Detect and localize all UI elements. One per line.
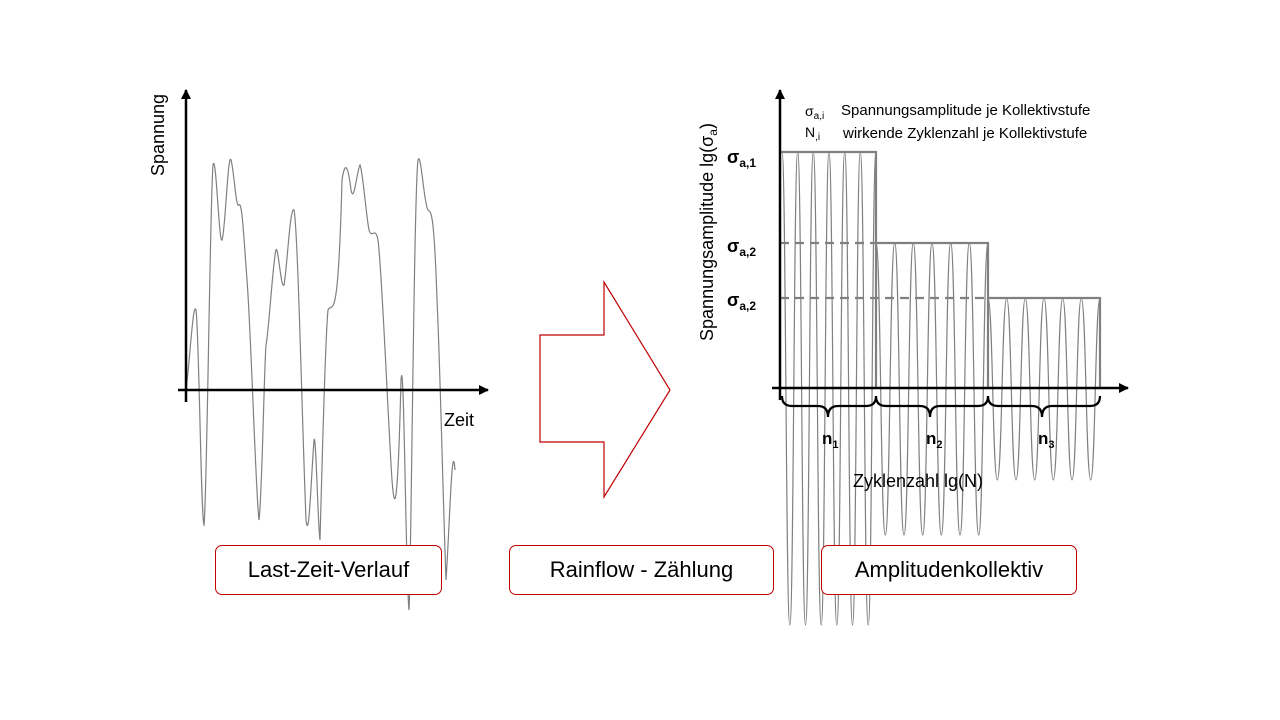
legend-symbol-sigma: σa,i [805, 103, 824, 122]
load-time-box: Last-Zeit-Verlauf [215, 545, 442, 595]
count-label-n1: n1 [822, 429, 839, 451]
amplitude-collective-plot: Spannungsamplitude lg(σa) σa,i Spannungs… [697, 89, 1129, 626]
left-y-label: Spannung [148, 94, 168, 176]
process-arrow [539, 279, 671, 500]
load-time-plot: Spannung Zeit [148, 89, 489, 611]
collective-steps [780, 150, 1102, 388]
level-label-1: σa,1 [727, 147, 756, 170]
step-outline [780, 150, 1102, 388]
brace-n1 [780, 395, 878, 418]
brace-n2 [874, 395, 990, 418]
legend-text-n: wirkende Zyklenzahl je Kollektivstufe [842, 125, 1087, 142]
legend-text-sigma: Spannungsamplitude je Kollektivstufe [841, 102, 1090, 119]
amplitude-collective-box-label: Amplitudenkollektiv [854, 557, 1044, 582]
rainflow-box: Rainflow - Zählung [509, 545, 774, 595]
brace-n3 [986, 395, 1102, 418]
amplitude-collective-box: Amplitudenkollektiv [821, 545, 1077, 595]
load-time-signal [185, 158, 456, 611]
count-label-n2: n2 [926, 429, 943, 451]
right-y-label: Spannungsamplitude lg(σa) [697, 123, 720, 341]
left-x-label: Zeit [444, 410, 474, 430]
rainflow-box-label: Rainflow - Zählung [549, 557, 734, 582]
count-label-n3: n3 [1038, 429, 1055, 451]
right-x-label: Zyklenzahl lg(N) [853, 471, 983, 491]
level-label-2: σa,2 [727, 236, 756, 259]
load-time-box-label: Last-Zeit-Verlauf [247, 557, 410, 582]
level-label-3: σa,2 [727, 290, 756, 313]
cycle-braces [780, 395, 1102, 418]
legend-symbol-n: N,i [805, 124, 820, 143]
